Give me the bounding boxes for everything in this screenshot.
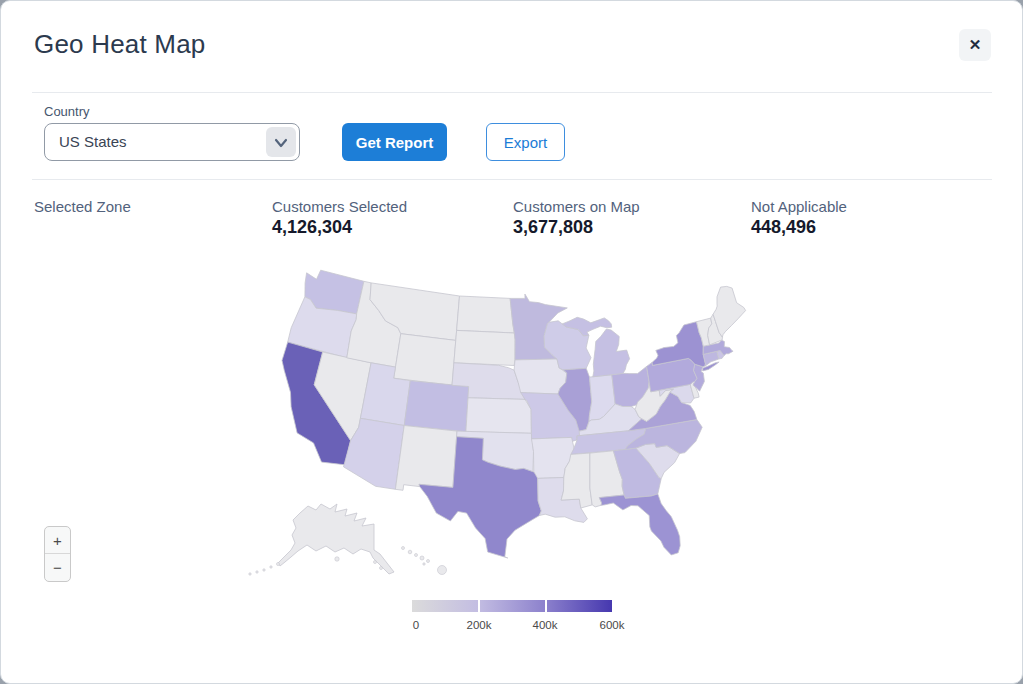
state-WY[interactable] — [394, 334, 456, 386]
map-legend-gradient — [412, 600, 612, 612]
state-KS[interactable] — [466, 398, 532, 434]
state-AK-island[interactable] — [374, 561, 377, 564]
state-NM[interactable] — [395, 426, 457, 491]
legend-tick-label: 400k — [520, 619, 570, 631]
legend-tick-divider — [545, 600, 547, 612]
state-HI-island[interactable] — [415, 554, 418, 557]
state-FL[interactable] — [599, 494, 680, 555]
zoom-out-button[interactable]: − — [45, 554, 70, 581]
state-ND[interactable] — [457, 296, 515, 333]
state-AK-island[interactable] — [277, 563, 280, 566]
state-HI-island[interactable] — [402, 547, 405, 550]
geo-heat-map-modal: Geo Heat Map ✕ Country US States Get Rep… — [0, 0, 1023, 684]
legend-tick-label: 200k — [454, 619, 504, 631]
state-CO[interactable] — [404, 381, 469, 432]
legend-tick-label: 600k — [587, 619, 637, 631]
state-ME[interactable] — [713, 286, 746, 337]
state-AK-island[interactable] — [270, 566, 272, 568]
state-AK-island[interactable] — [335, 557, 339, 561]
map-zoom-control: + − — [44, 526, 71, 582]
state-AK-island[interactable] — [263, 569, 265, 571]
us-choropleth-map — [1, 1, 1023, 684]
state-SD[interactable] — [454, 330, 515, 365]
zoom-in-button[interactable]: + — [45, 527, 70, 554]
legend-tick-divider — [478, 600, 480, 612]
state-AK-island[interactable] — [380, 567, 383, 570]
state-HI-island[interactable] — [427, 560, 430, 563]
state-HI-island[interactable] — [438, 566, 447, 575]
state-AK-island[interactable] — [249, 573, 251, 575]
legend-tick-label: 0 — [391, 619, 441, 631]
state-HI-island[interactable] — [423, 563, 425, 565]
state-HI-island[interactable] — [408, 550, 412, 554]
state-HI-island[interactable] — [420, 556, 424, 560]
state-AK[interactable] — [278, 504, 394, 574]
state-AK-island[interactable] — [256, 571, 258, 573]
